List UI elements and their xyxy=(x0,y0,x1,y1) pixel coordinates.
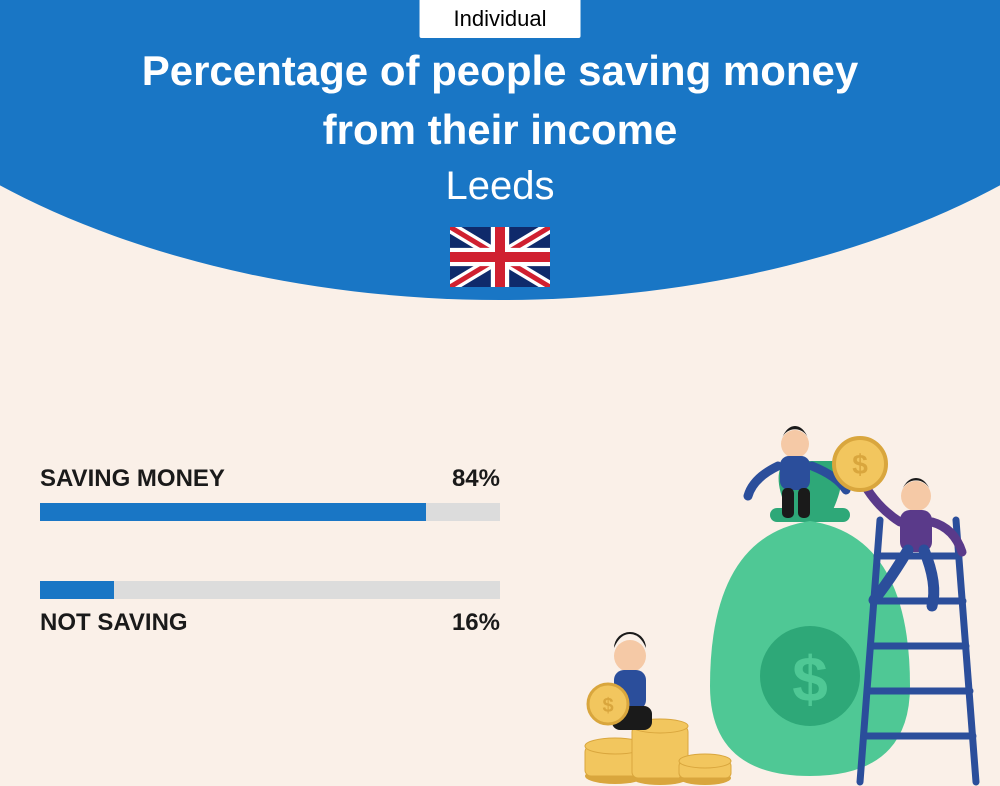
bar-value: 84% xyxy=(452,465,500,493)
bar-saving: SAVING MONEY 84% xyxy=(40,465,500,521)
svg-text:$: $ xyxy=(602,695,613,717)
bar-label: SAVING MONEY xyxy=(40,465,225,493)
savings-illustration: $ $ $ xyxy=(560,426,980,786)
bar-not-saving: NOT SAVING 16% xyxy=(40,581,500,637)
svg-text:$: $ xyxy=(792,643,828,715)
bar-fill xyxy=(40,581,114,599)
title-line2: from their income xyxy=(0,101,1000,160)
title-line1: Percentage of people saving money xyxy=(0,42,1000,101)
bar-value: 16% xyxy=(452,609,500,637)
bar-label: NOT SAVING xyxy=(40,609,188,637)
bar-fill xyxy=(40,503,426,521)
bar-track xyxy=(40,581,500,599)
category-badge: Individual xyxy=(420,0,581,38)
uk-flag-icon xyxy=(450,227,550,287)
coin-stack-icon xyxy=(585,719,731,785)
bar-track xyxy=(40,503,500,521)
svg-text:$: $ xyxy=(852,449,868,480)
bar-chart: SAVING MONEY 84% NOT SAVING 16% xyxy=(40,465,500,697)
title-block: Percentage of people saving money from t… xyxy=(0,42,1000,287)
person-sitting-icon: $ xyxy=(588,632,652,730)
title-city: Leeds xyxy=(0,164,1000,209)
